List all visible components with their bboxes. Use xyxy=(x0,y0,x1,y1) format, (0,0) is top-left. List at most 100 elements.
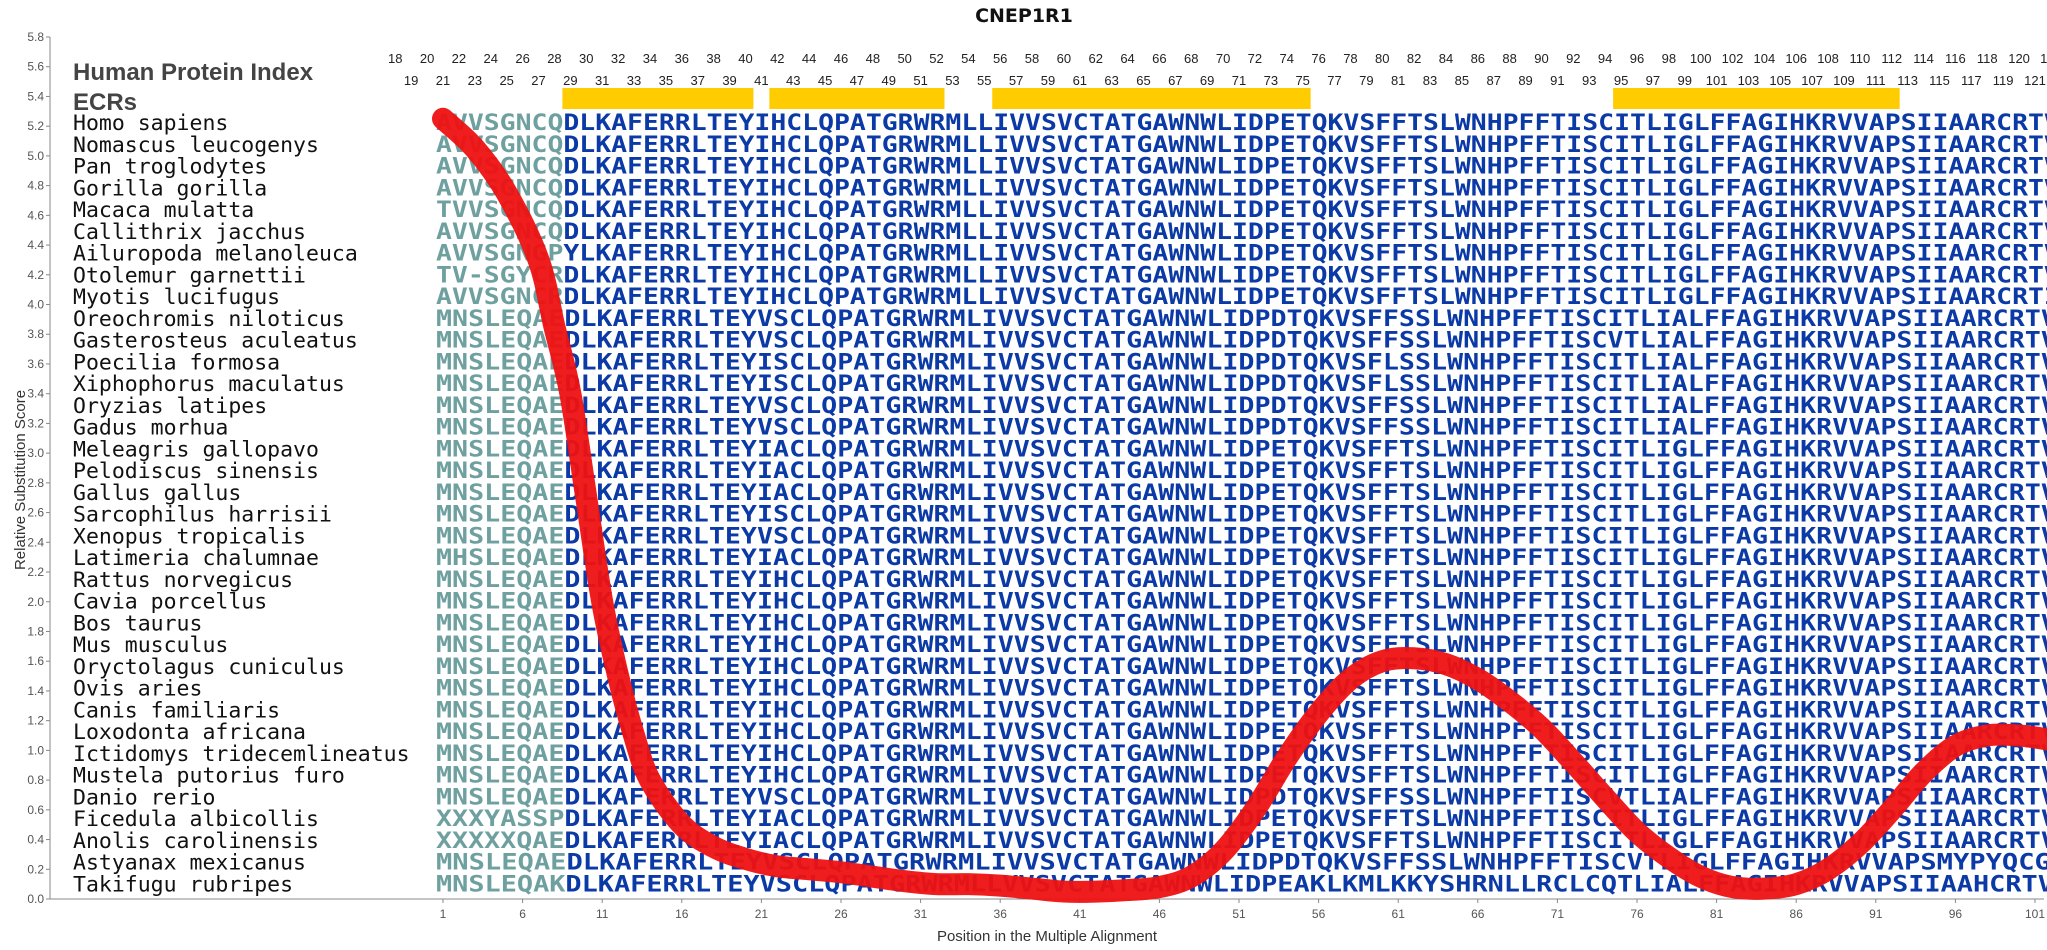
index-label-top: 24 xyxy=(484,51,498,66)
species-name: Oryctolagus cuniculus xyxy=(73,655,345,680)
index-label-bottom: 121 xyxy=(2024,73,2046,88)
index-label-top: 122 xyxy=(2040,51,2047,66)
species-name: Gadus morhua xyxy=(73,416,228,441)
species-name: Latimeria chalumnae xyxy=(73,546,319,571)
index-label-bottom: 69 xyxy=(1200,73,1214,88)
y-tick-label: 4.8 xyxy=(27,179,44,193)
index-label-bottom: 53 xyxy=(945,73,959,88)
species-sequence: TV-SGYCR DLKAFERRLTEYIHCLQPATGRWRMLLIVVSV… xyxy=(436,263,2047,288)
index-label-bottom: 25 xyxy=(499,73,513,88)
species-name: Gallus gallus xyxy=(73,481,241,506)
x-axis-label: Position in the Multiple Alignment xyxy=(937,928,1158,945)
index-label-top: 26 xyxy=(515,51,529,66)
index-label-top: 72 xyxy=(1248,51,1262,66)
index-label-bottom: 61 xyxy=(1073,73,1087,88)
species-sequence: AVVSGNCR DLKAFERRLTEYIHCLQPATGRWRMLLIVVSV… xyxy=(436,285,2047,310)
ecr-bars xyxy=(562,88,1900,109)
human-protein-index-label: Human Protein Index xyxy=(73,59,314,86)
x-tick-label: 31 xyxy=(914,907,928,921)
index-label-bottom: 21 xyxy=(436,73,450,88)
y-tick-label: 4.2 xyxy=(27,268,44,282)
index-label-top: 74 xyxy=(1280,51,1294,66)
y-tick-label: 2.4 xyxy=(27,535,44,549)
index-label-bottom: 91 xyxy=(1550,73,1564,88)
y-tick-label: 1.8 xyxy=(27,624,44,638)
x-tick-label: 46 xyxy=(1153,907,1167,921)
index-label-bottom: 43 xyxy=(786,73,800,88)
species-name: Xiphophorus maculatus xyxy=(73,372,345,397)
species-name: Gorilla gorilla xyxy=(73,176,267,201)
y-tick-label: 0.6 xyxy=(27,803,44,817)
index-label-bottom: 65 xyxy=(1136,73,1150,88)
index-label-bottom: 55 xyxy=(977,73,991,88)
ecr-bar xyxy=(562,88,754,109)
index-label-bottom: 97 xyxy=(1646,73,1660,88)
species-sequence: TVVSGNCQ DLKAFERRLTEYIHCLQPATGRWRMLLIVVSV… xyxy=(436,198,2047,223)
ecr-bar xyxy=(992,88,1311,109)
index-label-top: 32 xyxy=(611,51,625,66)
y-tick-label: 3.8 xyxy=(27,327,44,341)
index-label-top: 50 xyxy=(897,51,911,66)
index-label-top: 28 xyxy=(547,51,561,66)
species-name: Ficedula albicollis xyxy=(73,807,319,832)
y-tick-label: 5.4 xyxy=(27,89,44,103)
x-tick-label: 71 xyxy=(1551,907,1565,921)
index-label-top: 68 xyxy=(1184,51,1198,66)
y-tick-label: 0.2 xyxy=(27,862,44,876)
chart-title: CNEP1R1 xyxy=(975,5,1073,27)
index-label-bottom: 109 xyxy=(1833,73,1855,88)
index-label-top: 44 xyxy=(802,51,816,66)
species-name: Ovis aries xyxy=(73,677,202,702)
species-name: Oryzias latipes xyxy=(73,394,267,419)
index-label-top: 86 xyxy=(1471,51,1485,66)
index-label-top: 82 xyxy=(1407,51,1421,66)
index-label-top: 34 xyxy=(643,51,657,66)
index-label-bottom: 101 xyxy=(1706,73,1728,88)
index-label-bottom: 47 xyxy=(850,73,864,88)
species-sequence: MNSLEQAE DLKAFERRLTEYVSCLQPATGRWRMLIVVSVC… xyxy=(436,785,2047,810)
index-label-top: 80 xyxy=(1375,51,1389,66)
species-sequence: MNSLEQAE DLKAFERRLTEYIACLQPATGRWRMLIVVSVC… xyxy=(436,437,2047,462)
index-label-top: 106 xyxy=(1785,51,1807,66)
x-tick-label: 41 xyxy=(1073,907,1087,921)
species-name: Bos taurus xyxy=(73,611,202,636)
y-tick-label: 2.6 xyxy=(27,506,44,520)
species-sequence: AVVSGNCQ DLKAFERRLTEYIHCLQPATGRWRMLLIVVSV… xyxy=(436,133,2047,158)
species-name: Macaca mulatta xyxy=(73,198,254,223)
index-label-bottom: 37 xyxy=(690,73,704,88)
species-name: Myotis lucifugus xyxy=(73,285,280,310)
species-name: Pelodiscus sinensis xyxy=(73,459,319,484)
x-axis: 1 6 11 16 21 26 31 36 41 46 51 56 61 66 71 76 81 86 91 96 10… xyxy=(50,898,2045,921)
y-tick-label: 3.4 xyxy=(27,387,44,401)
index-label-top: 78 xyxy=(1343,51,1357,66)
index-label-top: 38 xyxy=(706,51,720,66)
y-axis-label: Relative Substitution Score xyxy=(12,390,29,570)
index-label-top: 48 xyxy=(866,51,880,66)
index-label-top: 102 xyxy=(1722,51,1744,66)
index-label-top: 112 xyxy=(1881,51,1902,66)
index-label-bottom: 35 xyxy=(659,73,673,88)
index-label-bottom: 39 xyxy=(722,73,736,88)
index-label-top: 120 xyxy=(2008,51,2030,66)
index-label-top: 114 xyxy=(1913,51,1934,66)
index-label-bottom: 113 xyxy=(1897,73,1918,88)
index-label-top: 18 xyxy=(388,51,402,66)
y-tick-label: 4.6 xyxy=(27,208,44,222)
index-label-top: 66 xyxy=(1152,51,1166,66)
sequence-rows: AVVSGNCQ DLKAFERRLTEYIHCLQPATGRWRMLLIVVSV… xyxy=(436,111,2047,897)
species-sequence: MNSLEQAE DLKAFERRLTEYVSCLQPATGRWRMLIVVSVC… xyxy=(436,307,2047,332)
index-label-bottom: 79 xyxy=(1359,73,1373,88)
y-tick-label: 4.4 xyxy=(27,238,44,252)
species-name: Cavia porcellus xyxy=(73,590,267,615)
index-label-top: 94 xyxy=(1598,51,1612,66)
species-name: Gasterosteus aculeatus xyxy=(73,329,358,354)
x-tick-label: 61 xyxy=(1392,907,1406,921)
species-sequence: XXXXXQAE DLKAFERRLTEYIACLQPATGRWRMLIVVSVC… xyxy=(436,829,2047,854)
species-name: Mus musculus xyxy=(73,633,228,658)
species-sequence: AVVSGNCQ DLKAFERRLTEYIHCLQPATGRWRMLLIVVSV… xyxy=(436,155,2047,180)
y-tick-label: 2.8 xyxy=(27,476,44,490)
index-label-bottom: 99 xyxy=(1678,73,1692,88)
index-label-top: 64 xyxy=(1120,51,1134,66)
species-name: Meleagris gallopavo xyxy=(73,437,319,462)
index-label-bottom: 31 xyxy=(595,73,609,88)
